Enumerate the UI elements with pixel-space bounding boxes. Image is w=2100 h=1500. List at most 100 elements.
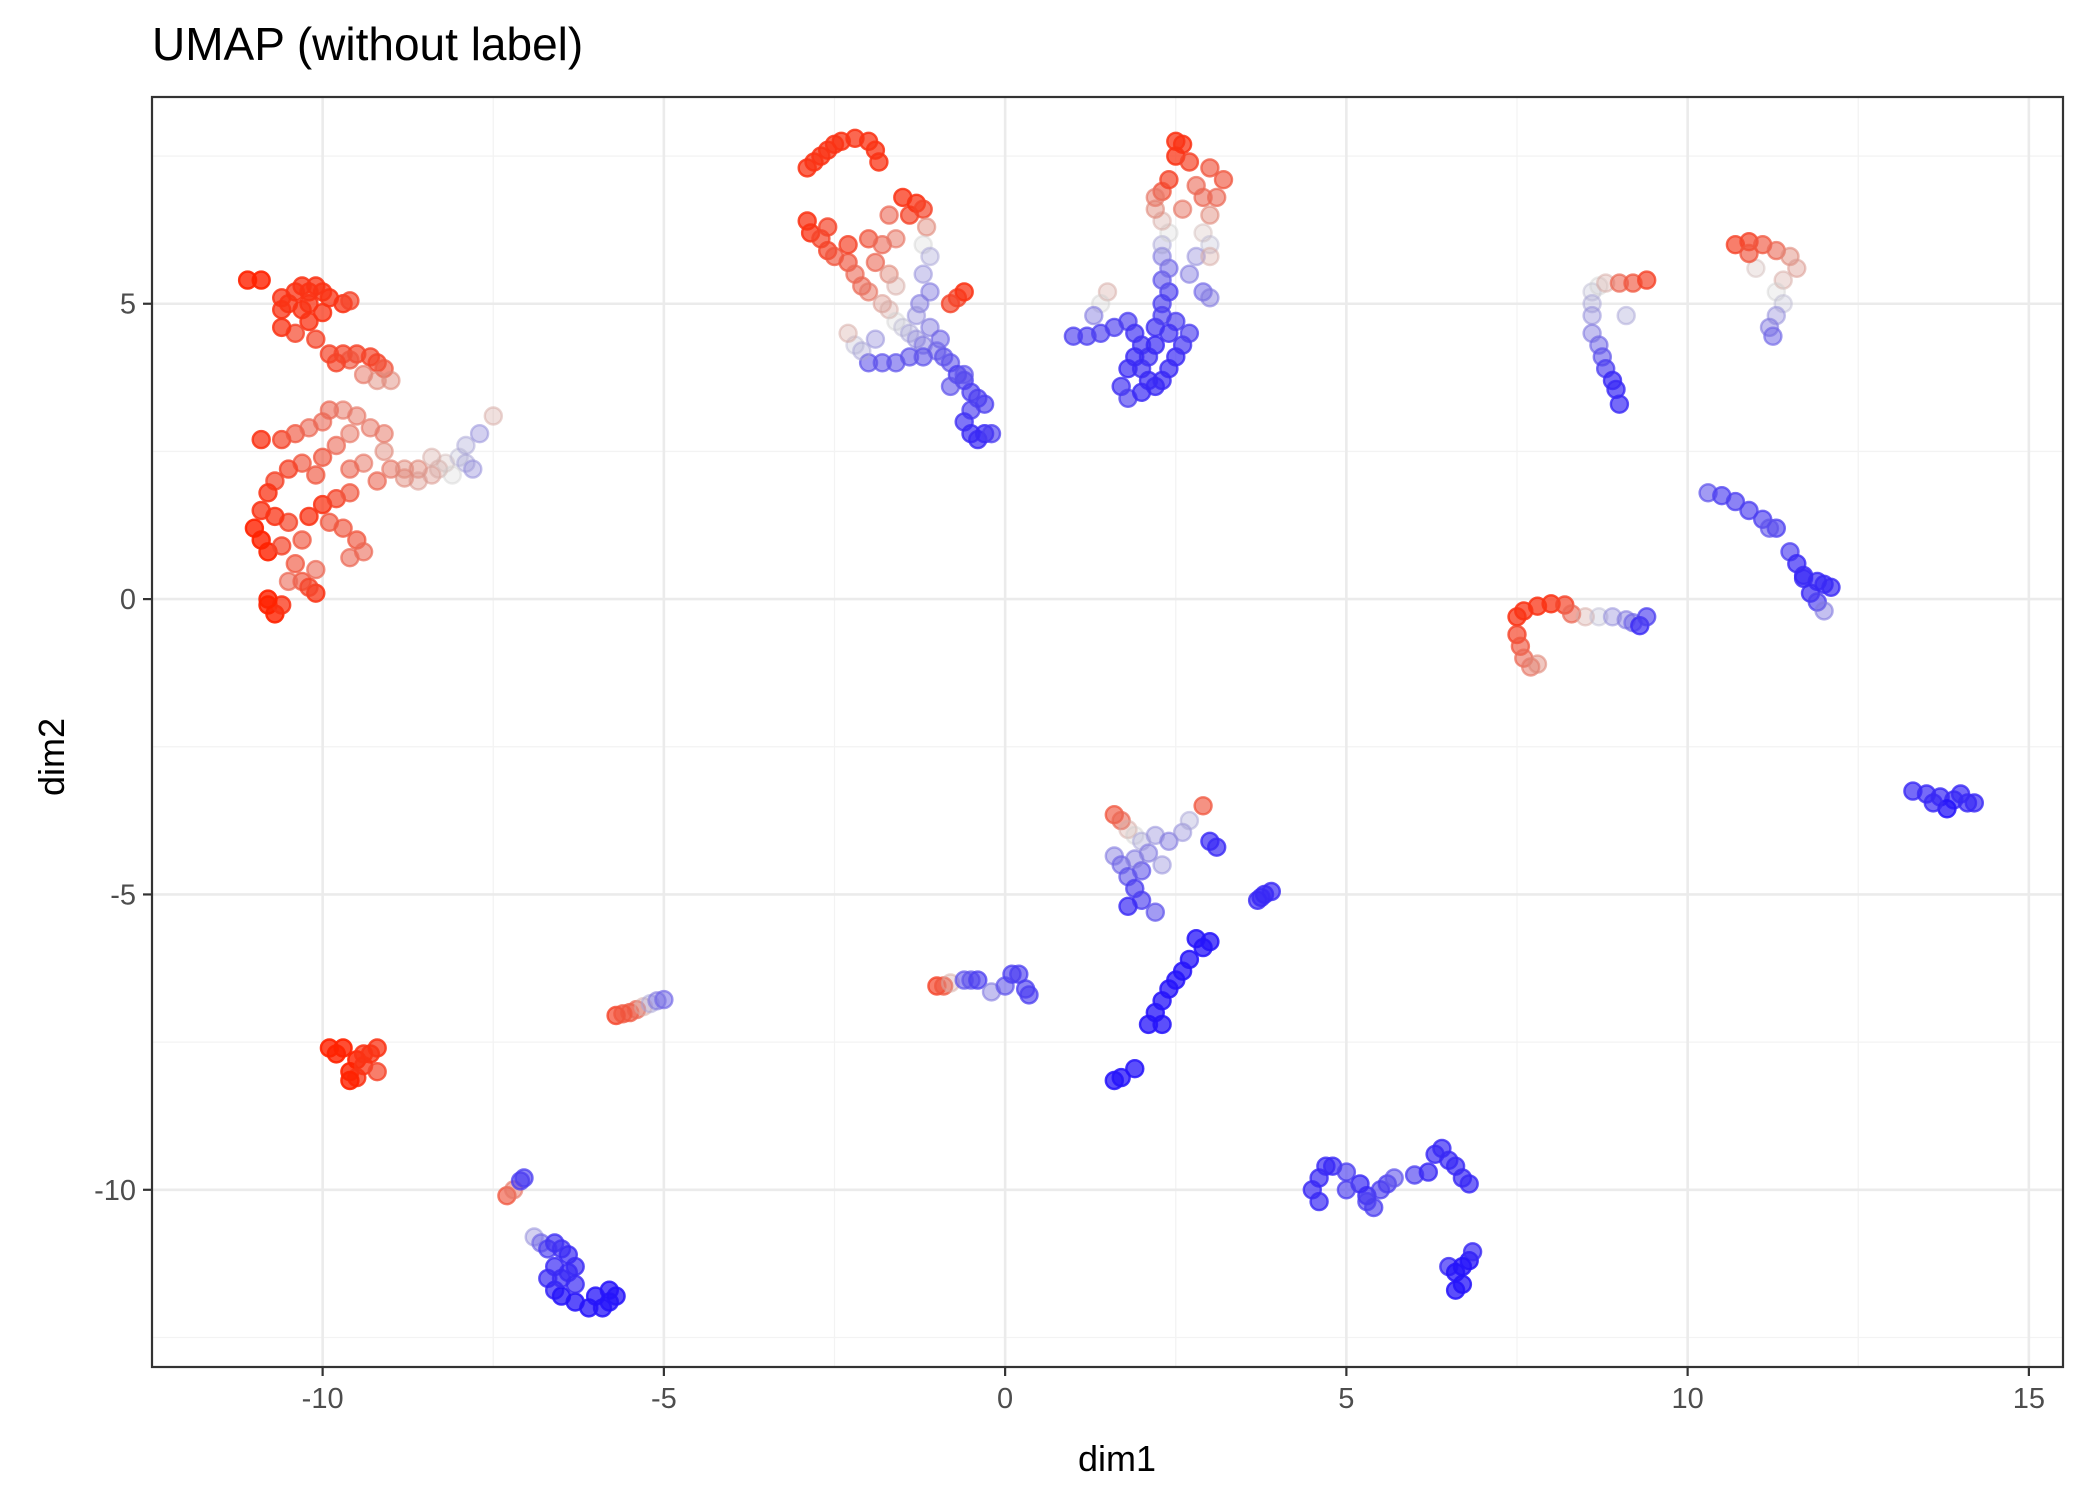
data-point (913, 264, 933, 284)
y-axis: -10 -5 0 5 (94, 289, 152, 1207)
data-point (251, 270, 271, 290)
data-point (1609, 394, 1630, 414)
data-point (340, 1070, 360, 1091)
data-point (838, 323, 858, 343)
data-point (613, 1004, 633, 1024)
data-point (306, 329, 326, 349)
data-point (1172, 199, 1193, 219)
data-point (312, 302, 333, 323)
data-point (954, 364, 974, 385)
data-point (1118, 819, 1138, 840)
data-point (1418, 1162, 1439, 1182)
data-point (1459, 1174, 1479, 1194)
data-point (1787, 258, 1807, 278)
data-point (1084, 305, 1104, 326)
x-tick-label: 15 (2013, 1383, 2045, 1415)
data-point (1575, 607, 1596, 627)
data-point (940, 294, 961, 314)
y-tick-label: 5 (120, 289, 136, 321)
data-point (1357, 1191, 1377, 1212)
data-point (865, 329, 886, 349)
data-point (312, 447, 333, 467)
data-point (469, 424, 490, 444)
data-point (1193, 796, 1213, 816)
data-point (1111, 1067, 1131, 1088)
data-point (654, 989, 674, 1010)
data-point (326, 353, 346, 373)
data-point (367, 1061, 387, 1082)
data-point (1200, 246, 1220, 267)
data-point (367, 1038, 387, 1058)
data-point (483, 406, 503, 426)
data-point (906, 305, 927, 326)
data-point (1589, 607, 1609, 627)
data-point (1186, 246, 1206, 267)
data-point (913, 199, 933, 219)
data-point (1462, 1242, 1483, 1262)
data-point (1097, 282, 1118, 302)
data-point (940, 376, 961, 397)
data-point (299, 311, 319, 332)
data-point (1793, 568, 1814, 589)
data-point (852, 341, 872, 361)
data-point (1773, 270, 1793, 290)
data-point (1125, 849, 1145, 869)
y-tick-label: 0 (120, 584, 136, 616)
data-point (422, 447, 442, 467)
data-point (1964, 793, 1985, 813)
data-point (306, 559, 326, 580)
data-point (1251, 887, 1271, 908)
data-point (1125, 1058, 1145, 1079)
data-point (879, 205, 899, 225)
data-point (272, 317, 292, 338)
data-point (1763, 326, 1783, 346)
data-point (1200, 288, 1220, 308)
data-point (930, 329, 950, 349)
data-point (981, 424, 1002, 444)
data-point (340, 291, 360, 311)
data-point (278, 571, 299, 592)
data-point (1206, 187, 1227, 208)
data-point (886, 276, 906, 296)
data-point (278, 459, 299, 479)
data-point (381, 370, 401, 391)
data-point (258, 483, 278, 503)
data-point (1213, 169, 1234, 190)
x-axis-title: dim1 (1078, 1438, 1156, 1479)
data-point (1179, 152, 1200, 172)
data-point (1179, 323, 1200, 343)
data-point (818, 217, 838, 237)
data-point (272, 300, 292, 320)
data-point (1166, 131, 1186, 152)
y-tick-label: -10 (94, 1175, 136, 1207)
data-point (1766, 282, 1787, 302)
data-point (1206, 837, 1227, 857)
data-point (340, 424, 360, 444)
data-point (1452, 1256, 1473, 1277)
data-point (285, 554, 305, 574)
data-point (1923, 793, 1944, 813)
y-tick-label: -5 (110, 879, 136, 911)
data-point (916, 217, 937, 237)
data-point (1582, 305, 1602, 326)
data-point (858, 282, 879, 302)
data-point (251, 429, 271, 450)
data-point (1200, 158, 1220, 178)
data-point (954, 282, 974, 302)
data-point (340, 483, 360, 503)
data-point (869, 152, 889, 172)
data-point (1821, 577, 1841, 597)
data-point (367, 471, 387, 491)
data-point (1814, 601, 1834, 621)
data-point (1019, 985, 1039, 1005)
data-point (1739, 500, 1759, 521)
data-point (306, 465, 326, 485)
data-point (968, 970, 988, 990)
data-point (319, 1038, 340, 1058)
data-point (299, 577, 319, 597)
data-point (1739, 243, 1759, 264)
data-point (381, 459, 401, 479)
data-point (1131, 382, 1152, 402)
data-point (326, 435, 346, 456)
